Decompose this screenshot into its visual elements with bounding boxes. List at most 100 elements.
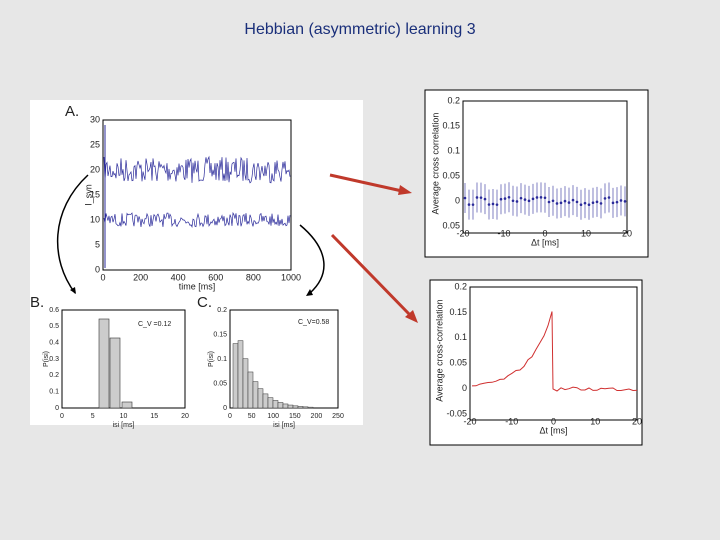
histogram-bar [272, 400, 279, 409]
arrow-head [306, 289, 313, 296]
histogram-bar [307, 406, 314, 409]
point [519, 196, 523, 200]
y-tick-label: 0.3 [49, 356, 59, 363]
point [487, 203, 491, 206]
point [527, 199, 531, 203]
arrow-head [405, 310, 418, 323]
arrow-head [398, 185, 412, 195]
x-tick-label: 0 [60, 413, 64, 420]
y-tick-label: 15 [90, 189, 100, 199]
x-axis-label: Δt [ms] [539, 425, 567, 435]
y-tick-label: -0.05 [446, 408, 467, 418]
x-tick-label: 100 [267, 413, 279, 420]
point [475, 196, 479, 199]
point [575, 200, 579, 204]
point [495, 203, 499, 206]
y-tick-label: 0 [95, 264, 100, 274]
point [507, 195, 511, 199]
point [531, 197, 535, 201]
point [463, 196, 467, 200]
histogram-bar [242, 358, 249, 409]
y-tick-label: 0.6 [49, 307, 59, 314]
histogram-bar [232, 343, 239, 409]
histogram-b [98, 318, 133, 409]
y-tick-label: 0.15 [449, 307, 467, 317]
point [499, 197, 503, 201]
point [503, 197, 507, 200]
y-tick-label: 0.1 [217, 356, 227, 363]
annotation: C_V =0.12 [138, 321, 171, 328]
point [551, 199, 555, 203]
y-tick-label: 0.1 [454, 332, 467, 342]
x-tick-label: 600 [208, 272, 223, 282]
point [467, 203, 471, 206]
histogram-bar [237, 340, 244, 409]
trace [103, 211, 291, 228]
point [563, 199, 567, 203]
panel-label: B. [30, 294, 44, 311]
histogram-bar [252, 381, 259, 409]
x-tick-label: 400 [171, 272, 186, 282]
x-axis-label: Δt [ms] [531, 237, 559, 247]
point [483, 197, 487, 201]
point [539, 196, 543, 199]
panel-label: C. [197, 294, 212, 311]
point [515, 200, 519, 203]
y-tick-label: 0.1 [49, 389, 59, 396]
point [619, 199, 623, 202]
y-tick-label: 0.2 [447, 95, 460, 105]
histogram-bar [267, 397, 274, 409]
x-tick-label: 5 [91, 413, 95, 420]
point [607, 196, 611, 199]
y-tick-label: 0 [462, 383, 467, 393]
point [603, 197, 607, 200]
y-tick-label: 30 [90, 114, 100, 124]
point [559, 201, 563, 205]
x-axis-label: time [ms] [179, 281, 216, 291]
histogram-bar [302, 406, 309, 409]
x-tick-label: 10 [590, 416, 600, 426]
x-tick-label: 150 [289, 413, 301, 420]
point [491, 202, 495, 206]
axes-top-right [462, 100, 628, 234]
x-tick-label: 800 [246, 272, 261, 282]
y-tick-label: 5 [95, 239, 100, 249]
y-tick-label: 0.4 [49, 340, 59, 347]
point [555, 202, 559, 205]
x-axis-label: isi [ms] [273, 422, 295, 429]
histogram-bar [287, 404, 294, 409]
x-tick-label: 20 [181, 413, 189, 420]
x-tick-label: 1000 [281, 272, 301, 282]
y-tick-label: 0.5 [49, 323, 59, 330]
x-tick-label: 20 [622, 228, 632, 238]
y-axis-label: Average cross correlation [430, 113, 440, 215]
histogram-bar [257, 388, 264, 409]
histogram-bar [297, 406, 304, 409]
point [587, 203, 591, 206]
point [611, 201, 615, 205]
y-axis-label: I_syn [83, 184, 93, 206]
figure-left-frame [30, 100, 363, 425]
point [615, 200, 619, 204]
arrow-head [70, 287, 76, 294]
point [535, 196, 539, 199]
curved-arrow [299, 224, 325, 294]
figure-bottom-right-frame [429, 279, 643, 446]
x-tick-label: 0 [542, 228, 547, 238]
y-tick-label: 0.05 [442, 170, 460, 180]
x-tick-label: -20 [463, 416, 476, 426]
point [595, 200, 599, 204]
point [583, 201, 587, 205]
point [523, 198, 527, 201]
y-tick-label: 0.05 [449, 358, 467, 368]
y-tick-label: 0.2 [49, 372, 59, 379]
y-tick-label: 25 [90, 139, 100, 149]
axes-a [102, 119, 292, 271]
x-tick-label: -10 [505, 416, 518, 426]
point [543, 196, 547, 200]
x-tick-label: 15 [150, 413, 158, 420]
point [511, 199, 515, 203]
x-tick-label: 200 [311, 413, 323, 420]
